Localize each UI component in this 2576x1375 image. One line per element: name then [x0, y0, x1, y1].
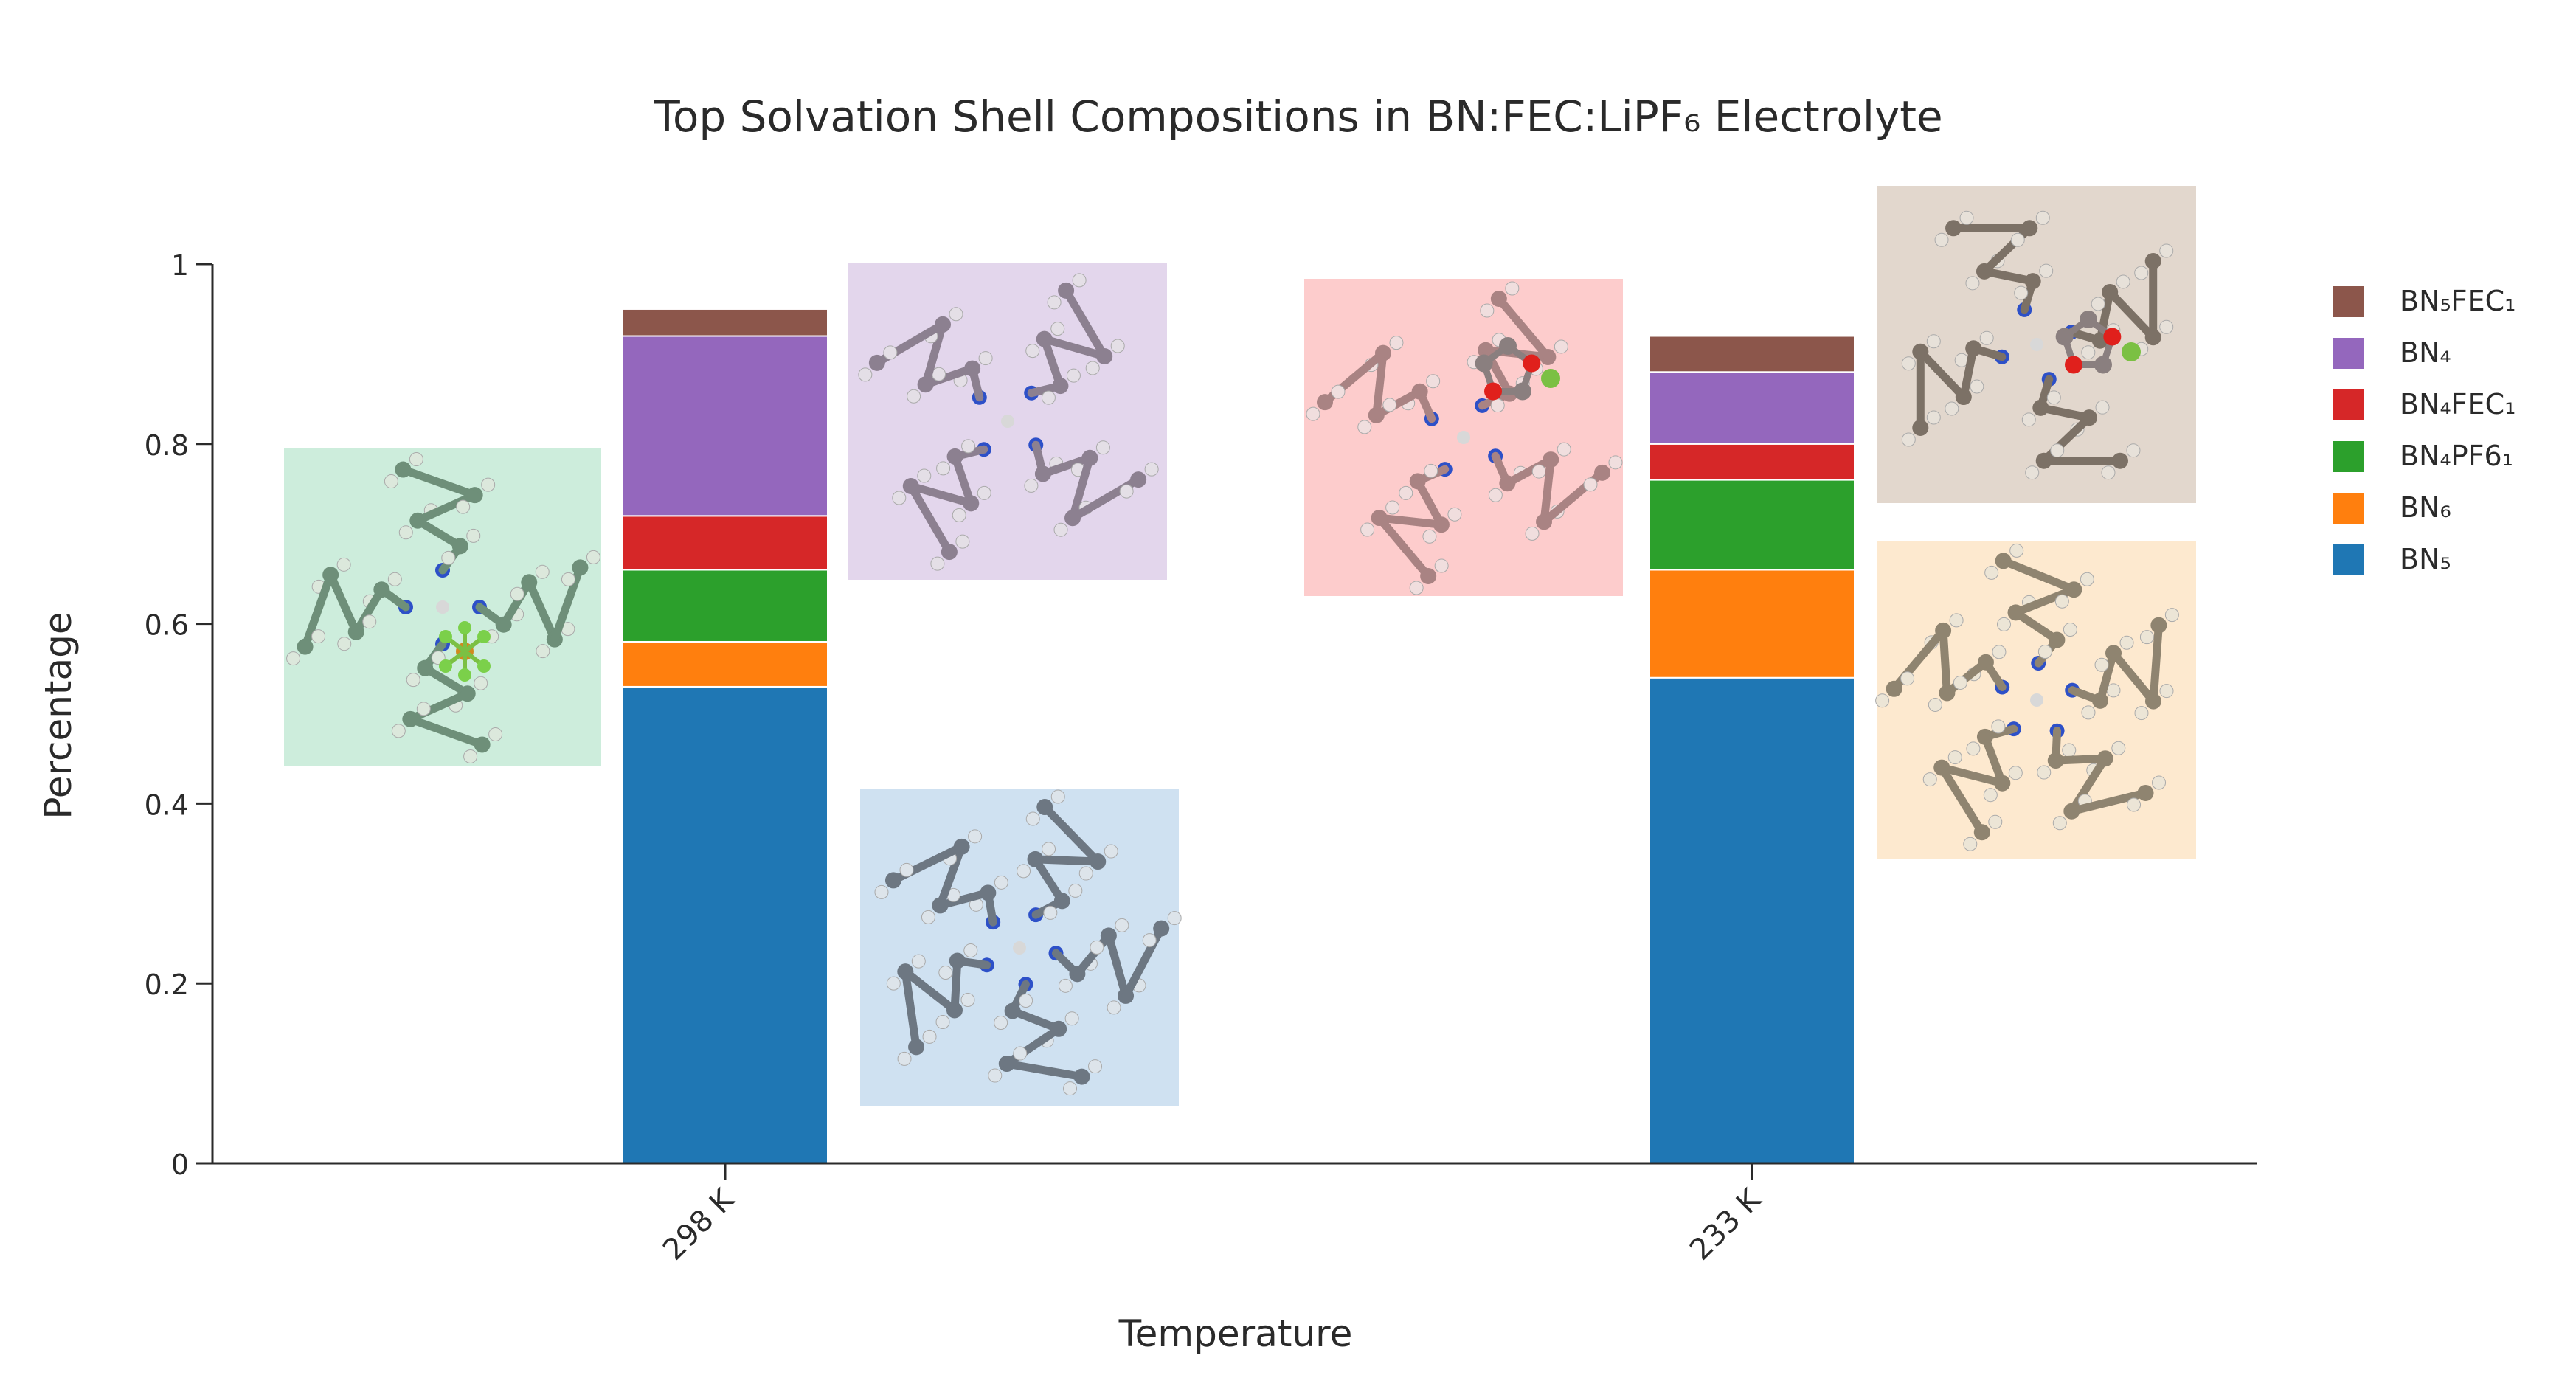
x-tick-label: 233 K: [1683, 1182, 1768, 1267]
y-tick-label: 1: [171, 249, 189, 282]
bar-segment: [1649, 372, 1855, 444]
bar-segment: [1649, 678, 1855, 1163]
inset-layer: [284, 186, 2196, 1106]
233K-BN5FEC-structure: [1877, 186, 2196, 503]
legend-swatch: [2333, 441, 2364, 472]
legend-label: BN₅FEC₁: [2400, 285, 2516, 317]
legend-swatch: [2333, 286, 2364, 317]
lithium-ion: [1013, 941, 1026, 955]
lithium-ion: [2030, 338, 2043, 351]
legend-label: BN₄: [2400, 336, 2451, 369]
legend-label: BN₄FEC₁: [2400, 388, 2516, 420]
298K-BN5-structure: [860, 789, 1181, 1106]
bar-segment: [1649, 569, 1855, 677]
legend: BN₅FEC₁ BN₄ BN₄FEC₁ BN₄PF6₁ BN₆ BN₅: [2333, 285, 2516, 575]
bars-layer: [623, 309, 1855, 1163]
legend-label: BN₄PF6₁: [2400, 440, 2513, 472]
legend-item[interactable]: BN₄: [2333, 336, 2451, 369]
bar-segment: [623, 516, 828, 569]
bar-segment: [1649, 336, 1855, 373]
bar-segment: [623, 687, 828, 1163]
legend-swatch: [2333, 338, 2364, 369]
chart-title: Top Solvation Shell Compositions in BN:F…: [653, 91, 1942, 142]
bar-segment: [623, 569, 828, 642]
298K-BN4-structure: [848, 263, 1167, 580]
legend-label: BN₆: [2400, 491, 2451, 524]
y-axis-label: Percentage: [37, 612, 80, 819]
233K-BN6-structure: [1876, 541, 2196, 859]
y-tick-label: 0.2: [145, 969, 189, 1001]
x-axis-label: Temperature: [1118, 1312, 1353, 1355]
bar-segment: [1649, 444, 1855, 480]
legend-item[interactable]: BN₆: [2333, 491, 2451, 524]
x-tick-label: 298 K: [657, 1182, 741, 1267]
lithium-ion: [1457, 431, 1470, 444]
lithium-ion: [436, 600, 449, 614]
y-tick-label: 0: [171, 1149, 189, 1181]
bar-segment: [623, 336, 828, 516]
298K-BN4PF6-structure: [284, 448, 601, 766]
legend-swatch: [2333, 544, 2364, 575]
legend-swatch: [2333, 493, 2364, 524]
y-tick-label: 0.6: [145, 609, 189, 642]
lithium-ion: [2030, 693, 2043, 707]
legend-item[interactable]: BN₄PF6₁: [2333, 440, 2513, 472]
legend-item[interactable]: BN₅FEC₁: [2333, 285, 2516, 317]
lithium-ion: [1001, 415, 1014, 428]
y-tick-label: 0.4: [145, 789, 189, 821]
y-tick-label: 0.8: [145, 429, 189, 462]
bar-segment: [623, 309, 828, 336]
bar-segment: [623, 642, 828, 687]
legend-label: BN₅: [2400, 543, 2451, 575]
legend-item[interactable]: BN₅: [2333, 543, 2451, 575]
legend-item[interactable]: BN₄FEC₁: [2333, 388, 2516, 420]
233K-BN4FEC-structure: [1304, 279, 1623, 596]
bar-segment: [1649, 480, 1855, 570]
legend-swatch: [2333, 389, 2364, 420]
